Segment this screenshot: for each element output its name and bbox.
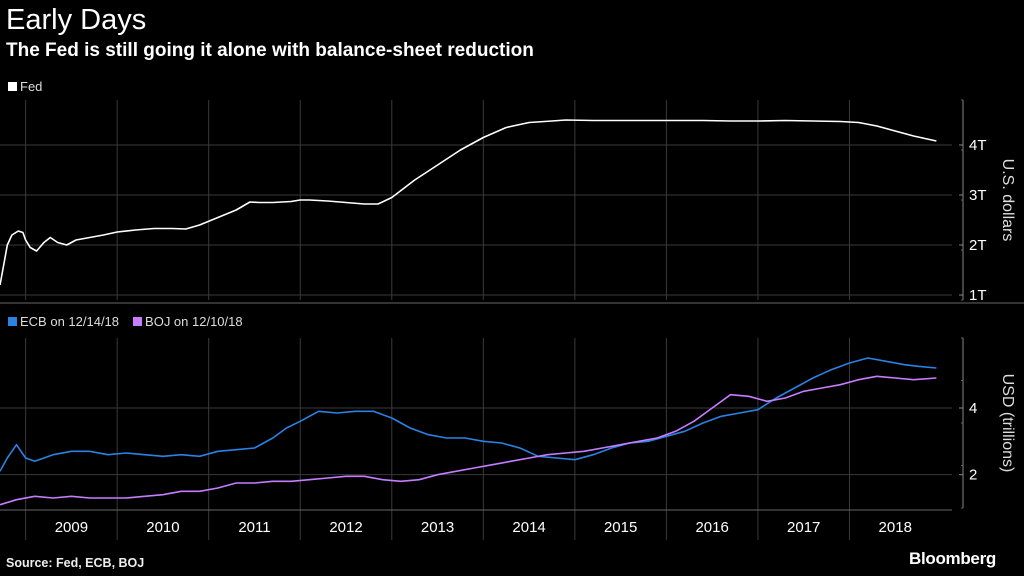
fed-swatch [8, 82, 17, 91]
x-tick-label-2009: 2009 [55, 519, 88, 536]
fed-y-tick-label-4T: 4T [969, 137, 987, 154]
ecb-boj-y-tick-label-2: 2 [969, 467, 977, 484]
top-legend: Fed [8, 79, 56, 94]
x-tick-label-2017: 2017 [787, 519, 820, 536]
legend-item-boj: BOJ on 12/10/18 [133, 314, 243, 329]
boj-swatch [133, 317, 143, 326]
source-note: Source: Fed, ECB, BOJ [6, 556, 145, 570]
ecb-boj-series-line-0 [0, 357, 937, 472]
bloomberg-logo: Bloomberg [908, 549, 996, 568]
fed-y-tick-label-1T: 1T [969, 287, 987, 304]
legend-item-fed: Fed [8, 79, 42, 94]
x-tick-label-2013: 2013 [421, 519, 454, 536]
chart-title: Early Days [6, 4, 147, 36]
legend-label-fed: Fed [20, 79, 43, 94]
legend-item-ecb: ECB on 12/14/18 [8, 314, 119, 329]
x-tick-label-2011: 2011 [238, 519, 270, 536]
x-tick-label-2018: 2018 [879, 519, 912, 536]
bottom-legend: ECB on 12/14/18 BOJ on 12/10/18 [8, 314, 257, 329]
x-tick-label-2010: 2010 [146, 519, 179, 536]
ecb-boj-y-tick-label-4: 4 [969, 400, 977, 417]
ecb-swatch [8, 317, 17, 326]
x-tick-label-2014: 2014 [512, 519, 545, 536]
fed-y-axis-label: U.S. dollars [999, 159, 1016, 242]
fed-series-line-0 [0, 119, 937, 286]
chart-subtitle: The Fed is still going it alone with bal… [6, 40, 534, 61]
fed-y-tick-label-3T: 3T [969, 187, 987, 204]
x-tick-label-2012: 2012 [329, 519, 362, 536]
fed-y-tick-label-2T: 2T [969, 237, 987, 254]
ecb-boj-series-line-1 [0, 375, 937, 506]
x-tick-label-2016: 2016 [695, 519, 728, 536]
x-tick-label-2015: 2015 [604, 519, 637, 536]
legend-label-ecb: ECB on 12/14/18 [20, 314, 120, 329]
ecb-boj-y-axis-label: USD (trillions) [999, 374, 1016, 473]
legend-label-boj: BOJ on 12/10/18 [145, 314, 243, 329]
